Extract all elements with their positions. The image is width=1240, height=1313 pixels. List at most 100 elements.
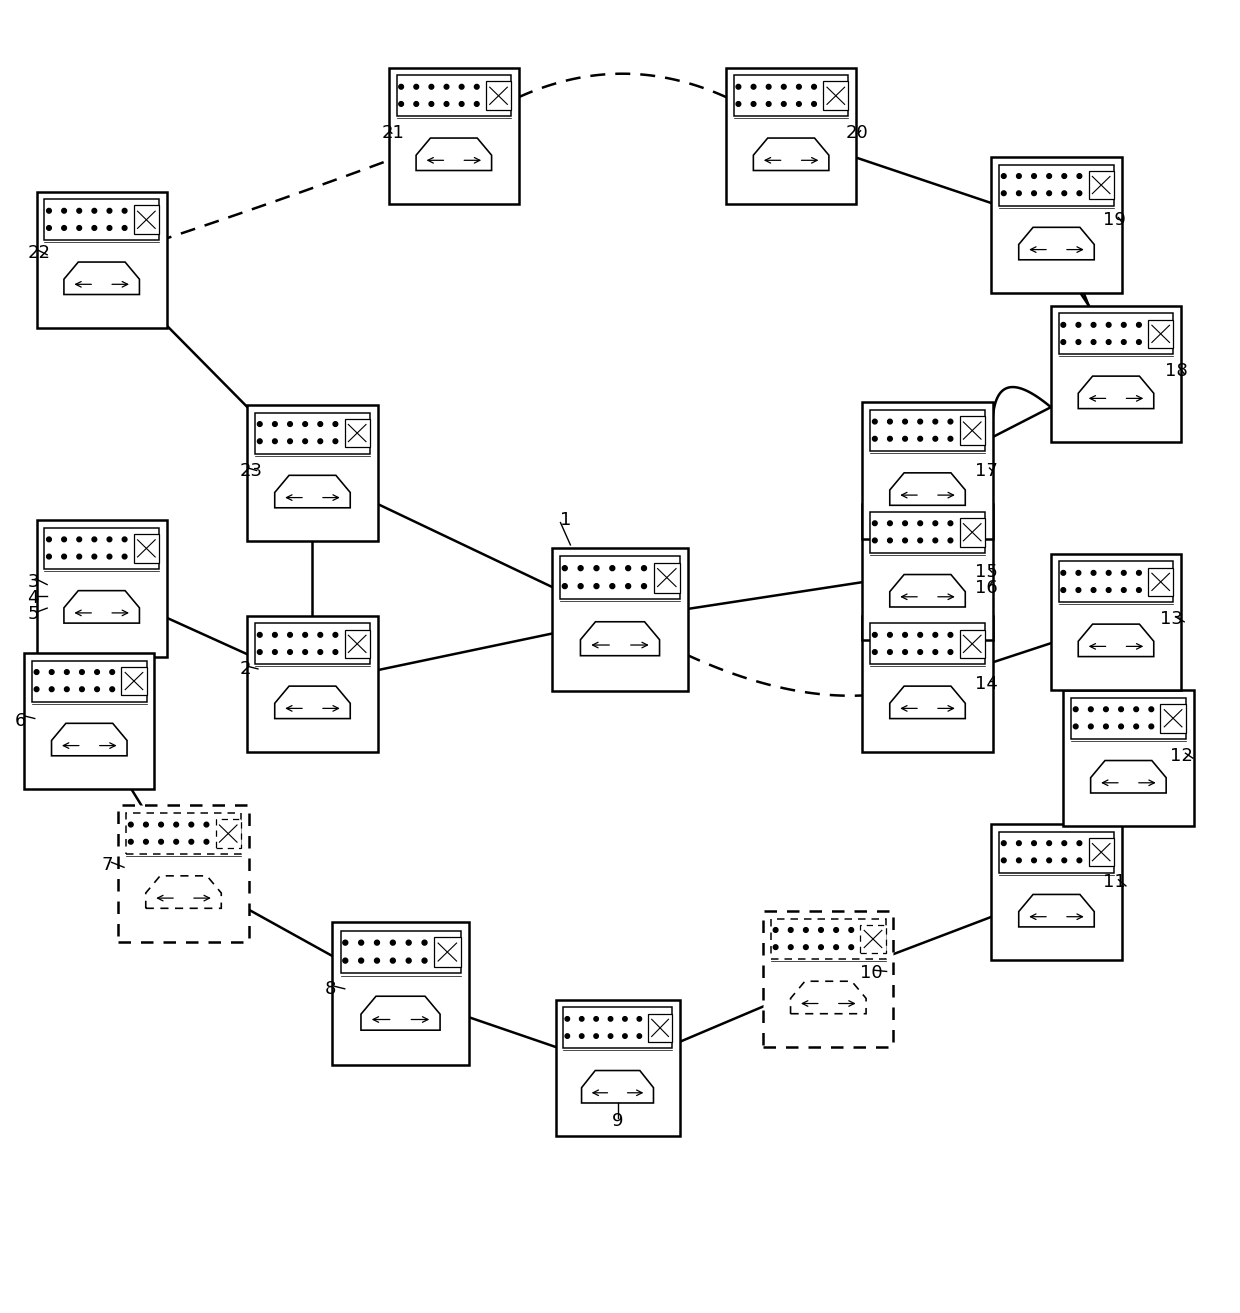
FancyBboxPatch shape [397, 75, 511, 117]
FancyBboxPatch shape [823, 81, 848, 110]
Circle shape [475, 101, 479, 106]
FancyBboxPatch shape [1148, 567, 1173, 596]
Polygon shape [1079, 624, 1153, 656]
FancyBboxPatch shape [248, 404, 377, 541]
Circle shape [1078, 857, 1081, 863]
Circle shape [444, 101, 449, 106]
Circle shape [949, 436, 952, 441]
Circle shape [804, 945, 808, 949]
Circle shape [258, 439, 262, 444]
Circle shape [903, 538, 908, 542]
Circle shape [641, 566, 646, 571]
Polygon shape [1079, 376, 1153, 408]
Circle shape [1137, 323, 1141, 327]
Circle shape [1032, 857, 1037, 863]
Circle shape [873, 521, 877, 525]
Circle shape [641, 584, 646, 588]
Circle shape [94, 670, 99, 675]
Circle shape [1017, 173, 1022, 179]
FancyBboxPatch shape [345, 419, 370, 448]
Circle shape [789, 945, 794, 949]
Circle shape [110, 687, 114, 692]
Circle shape [1104, 723, 1109, 729]
FancyBboxPatch shape [1148, 319, 1173, 348]
FancyBboxPatch shape [727, 67, 856, 204]
FancyBboxPatch shape [126, 813, 241, 853]
Text: 17: 17 [976, 461, 998, 479]
Circle shape [94, 687, 99, 692]
Circle shape [1061, 588, 1065, 592]
Circle shape [144, 822, 149, 827]
FancyBboxPatch shape [389, 67, 518, 204]
Polygon shape [275, 475, 350, 508]
Circle shape [334, 633, 337, 637]
Circle shape [110, 670, 114, 675]
Circle shape [903, 436, 908, 441]
Circle shape [342, 958, 347, 962]
Circle shape [1047, 857, 1052, 863]
Circle shape [334, 650, 337, 654]
FancyBboxPatch shape [863, 504, 992, 641]
Circle shape [637, 1016, 641, 1022]
Polygon shape [1091, 760, 1166, 793]
Circle shape [594, 566, 599, 571]
Circle shape [47, 554, 51, 559]
FancyBboxPatch shape [37, 520, 166, 656]
Circle shape [422, 958, 427, 962]
Circle shape [317, 421, 322, 427]
Circle shape [62, 226, 67, 230]
FancyBboxPatch shape [560, 557, 680, 599]
Circle shape [594, 1016, 599, 1022]
Circle shape [1149, 723, 1153, 729]
Circle shape [932, 538, 937, 542]
Text: 10: 10 [861, 964, 883, 982]
Circle shape [92, 209, 97, 213]
Text: 2: 2 [239, 660, 250, 678]
Circle shape [1149, 706, 1153, 712]
Circle shape [459, 101, 464, 106]
Circle shape [1061, 190, 1066, 196]
FancyBboxPatch shape [341, 931, 460, 973]
Circle shape [949, 633, 952, 637]
Circle shape [1017, 190, 1022, 196]
Circle shape [188, 839, 193, 844]
Circle shape [903, 650, 908, 654]
FancyBboxPatch shape [345, 629, 370, 658]
Circle shape [399, 101, 403, 106]
Circle shape [609, 1033, 613, 1039]
Circle shape [1089, 706, 1094, 712]
Circle shape [317, 633, 322, 637]
Circle shape [1061, 173, 1066, 179]
Circle shape [1061, 571, 1065, 575]
Circle shape [1121, 571, 1126, 575]
Circle shape [1091, 340, 1096, 344]
FancyBboxPatch shape [255, 412, 370, 453]
FancyBboxPatch shape [960, 629, 985, 658]
Circle shape [92, 554, 97, 559]
Circle shape [903, 419, 908, 424]
Circle shape [932, 521, 937, 525]
Circle shape [833, 927, 838, 932]
Circle shape [303, 421, 308, 427]
FancyBboxPatch shape [999, 831, 1114, 873]
Circle shape [1061, 323, 1065, 327]
Circle shape [1118, 723, 1123, 729]
Circle shape [303, 633, 308, 637]
Circle shape [918, 633, 923, 637]
Circle shape [429, 101, 434, 106]
FancyBboxPatch shape [1059, 314, 1173, 355]
Text: 1: 1 [560, 511, 572, 529]
Circle shape [1047, 840, 1052, 846]
Circle shape [159, 839, 164, 844]
FancyBboxPatch shape [332, 923, 469, 1065]
Text: 21: 21 [382, 125, 404, 142]
FancyBboxPatch shape [960, 416, 985, 445]
FancyBboxPatch shape [1059, 562, 1173, 603]
Circle shape [789, 927, 794, 932]
Circle shape [107, 209, 112, 213]
Circle shape [932, 633, 937, 637]
Circle shape [578, 566, 583, 571]
Circle shape [873, 650, 877, 654]
Circle shape [123, 537, 126, 542]
Circle shape [949, 419, 952, 424]
